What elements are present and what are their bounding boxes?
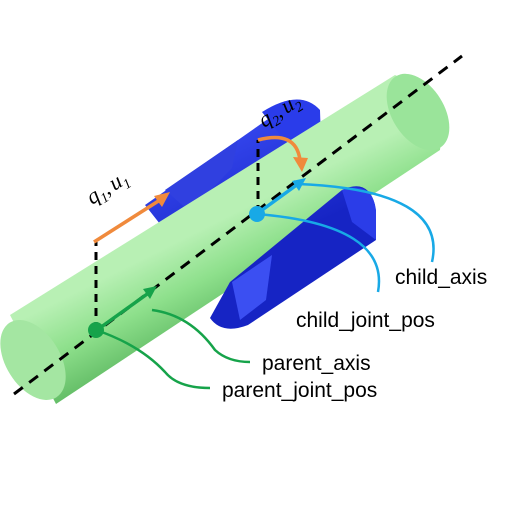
child-body-lower-cut-face (232, 255, 272, 320)
q1-arrowhead-icon (154, 192, 170, 207)
child-body-upper-cut-face (165, 140, 238, 212)
parent-joint-pos-label: parent_joint_pos (222, 379, 377, 402)
parent-axis-leader (151, 308, 251, 364)
q1-u1-label: q1,u1 (81, 164, 134, 212)
child-joint-pos-leader (256, 212, 381, 293)
parent-rod (10, 75, 441, 404)
child-body-lower-round (342, 187, 376, 240)
child-axis-label: child_axis (395, 266, 487, 289)
q1-translation-arrow (93, 198, 161, 244)
parent-axis-arrow (95, 290, 152, 332)
parent-joint-pos-leader (95, 328, 211, 390)
q2-rotation-arrow (257, 135, 302, 161)
child-axis-arrow (256, 182, 300, 215)
parent-rod-end-far (386, 73, 450, 151)
parent-axis-label: parent_axis (262, 352, 371, 375)
child-joint-pos-label: child_joint_pos (296, 309, 435, 332)
child-axis-leader (297, 182, 435, 263)
parent-axis-arrowhead-icon (143, 286, 157, 299)
parent-rod-end-near (0, 320, 66, 400)
q2-arrowhead-icon (293, 157, 308, 172)
